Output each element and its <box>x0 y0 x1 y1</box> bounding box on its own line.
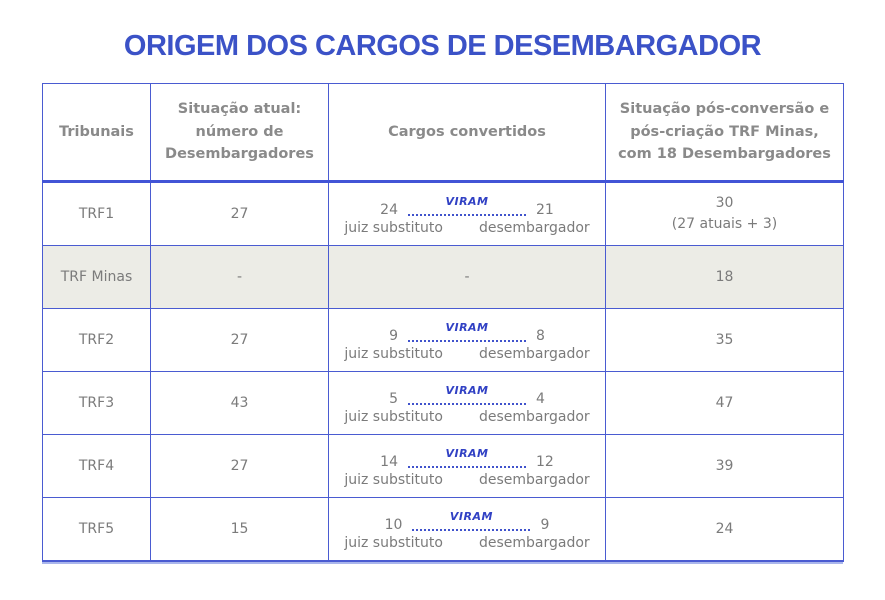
cell-resultado: 18 <box>605 245 844 309</box>
viram-leader: VIRAM <box>412 508 531 534</box>
viram-label: VIRAM <box>445 446 489 460</box>
conversion-counts: 10 VIRAM 9 <box>385 508 550 534</box>
cell-resultado: 47 <box>605 371 844 435</box>
dotted-line <box>408 213 526 216</box>
result-count: 30 <box>715 195 734 211</box>
result-note: (27 atuais + 3) <box>671 216 778 232</box>
conversion-roles: juiz substituto desembargador <box>344 220 589 236</box>
converted-to-count: 4 <box>536 391 545 408</box>
col-header-situacao-pos: Situação pós-conversão e pós-criação TRF… <box>605 83 844 183</box>
conversion-roles: juiz substituto desembargador <box>344 346 589 362</box>
table-body: TRF1 27 24 VIRAM 21 juiz substituto dese… <box>42 181 844 562</box>
conversion-group: 14 VIRAM 12 juiz substituto desembargado… <box>329 445 605 488</box>
dotted-line <box>408 402 526 405</box>
table-row: TRF1 27 24 VIRAM 21 juiz substituto dese… <box>42 181 844 246</box>
conversion-counts: 24 VIRAM 21 <box>380 193 554 219</box>
cell-cargos-convertidos: - <box>328 245 606 309</box>
cell-resultado: 39 <box>605 434 844 498</box>
table-row: TRF2 27 9 VIRAM 8 juiz substituto desemb… <box>42 308 844 372</box>
cell-resultado: 24 <box>605 497 844 562</box>
cell-cargos-convertidos: 10 VIRAM 9 juiz substituto desembargador <box>328 497 606 562</box>
viram-label: VIRAM <box>449 509 493 523</box>
converted-to-count: 12 <box>536 454 554 471</box>
conversion-roles: juiz substituto desembargador <box>344 409 589 425</box>
viram-leader: VIRAM <box>408 445 526 471</box>
cell-cargos-convertidos: 9 VIRAM 8 juiz substituto desembargador <box>328 308 606 372</box>
viram-leader: VIRAM <box>408 193 526 219</box>
converted-from-count: 14 <box>380 454 398 471</box>
dotted-line <box>408 465 526 468</box>
cell-tribunal: TRF2 <box>42 308 151 372</box>
cell-situacao-atual: - <box>150 245 329 309</box>
to-role-label: desembargador <box>478 534 590 551</box>
converted-to-count: 21 <box>536 202 554 219</box>
result-count: 18 <box>715 268 734 285</box>
cell-situacao-atual: 15 <box>150 497 329 562</box>
conversion-group: 5 VIRAM 4 juiz substituto desembargador <box>329 382 605 425</box>
viram-label: VIRAM <box>445 383 489 397</box>
conversion-counts: 14 VIRAM 12 <box>380 445 554 471</box>
conversion-roles: juiz substituto desembargador <box>344 472 589 488</box>
table-header: Tribunais Situação atual: número de Dese… <box>42 83 844 183</box>
dotted-line <box>408 339 526 342</box>
table-row: TRF Minas - - 18 <box>42 245 844 309</box>
dotted-line <box>412 528 531 531</box>
col-header-situacao-atual: Situação atual: número de Desembargadore… <box>150 83 329 183</box>
cell-tribunal: TRF3 <box>42 371 151 435</box>
origem-table: Tribunais Situação atual: número de Dese… <box>42 83 844 562</box>
cell-tribunal: TRF4 <box>42 434 151 498</box>
cell-situacao-atual: 27 <box>150 181 329 246</box>
conversion-counts: 9 VIRAM 8 <box>389 319 545 345</box>
cell-tribunal: TRF Minas <box>42 245 151 309</box>
from-role-label: juiz substituto <box>344 219 443 236</box>
table-row: TRF4 27 14 VIRAM 12 juiz substituto dese… <box>42 434 844 498</box>
cell-cargos-convertidos: 5 VIRAM 4 juiz substituto desembargador <box>328 371 606 435</box>
cell-cargos-convertidos: 14 VIRAM 12 juiz substituto desembargado… <box>328 434 606 498</box>
converted-from-count: 10 <box>384 517 403 534</box>
result-count: 24 <box>715 520 734 537</box>
converted-from-count: 9 <box>389 328 398 345</box>
cell-situacao-atual: 27 <box>150 434 329 498</box>
cell-cargos-convertidos: 24 VIRAM 21 juiz substituto desembargado… <box>328 181 606 246</box>
table-row: TRF5 15 10 VIRAM 9 juiz substituto desem… <box>42 497 844 562</box>
conversion-group: 24 VIRAM 21 juiz substituto desembargado… <box>329 193 605 236</box>
from-role-label: juiz substituto <box>344 534 443 551</box>
origem-table-wrap: Tribunais Situação atual: número de Dese… <box>42 83 844 562</box>
to-role-label: desembargador <box>478 219 590 236</box>
viram-leader: VIRAM <box>408 319 526 345</box>
result-count: 39 <box>715 457 734 474</box>
result-count: 47 <box>715 394 734 411</box>
viram-label: VIRAM <box>445 320 489 334</box>
col-header-tribunais: Tribunais <box>42 83 151 183</box>
conversion-counts: 5 VIRAM 4 <box>389 382 545 408</box>
from-role-label: juiz substituto <box>344 408 443 425</box>
converted-to-count: 8 <box>536 328 545 345</box>
page-title: ORIGEM DOS CARGOS DE DESEMBARGADOR <box>123 30 762 62</box>
cell-resultado: 30 (27 atuais + 3) <box>605 181 844 246</box>
result-count: 35 <box>715 331 734 348</box>
converted-from-count: 5 <box>389 391 398 408</box>
cell-situacao-atual: 43 <box>150 371 329 435</box>
table-row: TRF3 43 5 VIRAM 4 juiz substituto desemb… <box>42 371 844 435</box>
viram-label: VIRAM <box>445 194 489 208</box>
conversion-group: 9 VIRAM 8 juiz substituto desembargador <box>329 319 605 362</box>
cell-situacao-atual: 27 <box>150 308 329 372</box>
converted-to-count: 9 <box>540 517 550 534</box>
to-role-label: desembargador <box>478 345 590 362</box>
converted-from-count: 24 <box>380 202 398 219</box>
col-header-cargos-convertidos: Cargos convertidos <box>328 83 606 183</box>
to-role-label: desembargador <box>478 408 590 425</box>
from-role-label: juiz substituto <box>344 345 443 362</box>
conversion-group: 10 VIRAM 9 juiz substituto desembargador <box>329 508 605 551</box>
viram-leader: VIRAM <box>408 382 526 408</box>
cell-tribunal: TRF5 <box>42 497 151 562</box>
conversion-roles: juiz substituto desembargador <box>344 535 589 551</box>
from-role-label: juiz substituto <box>344 471 443 488</box>
cell-tribunal: TRF1 <box>42 181 151 246</box>
cell-resultado: 35 <box>605 308 844 372</box>
to-role-label: desembargador <box>478 471 590 488</box>
